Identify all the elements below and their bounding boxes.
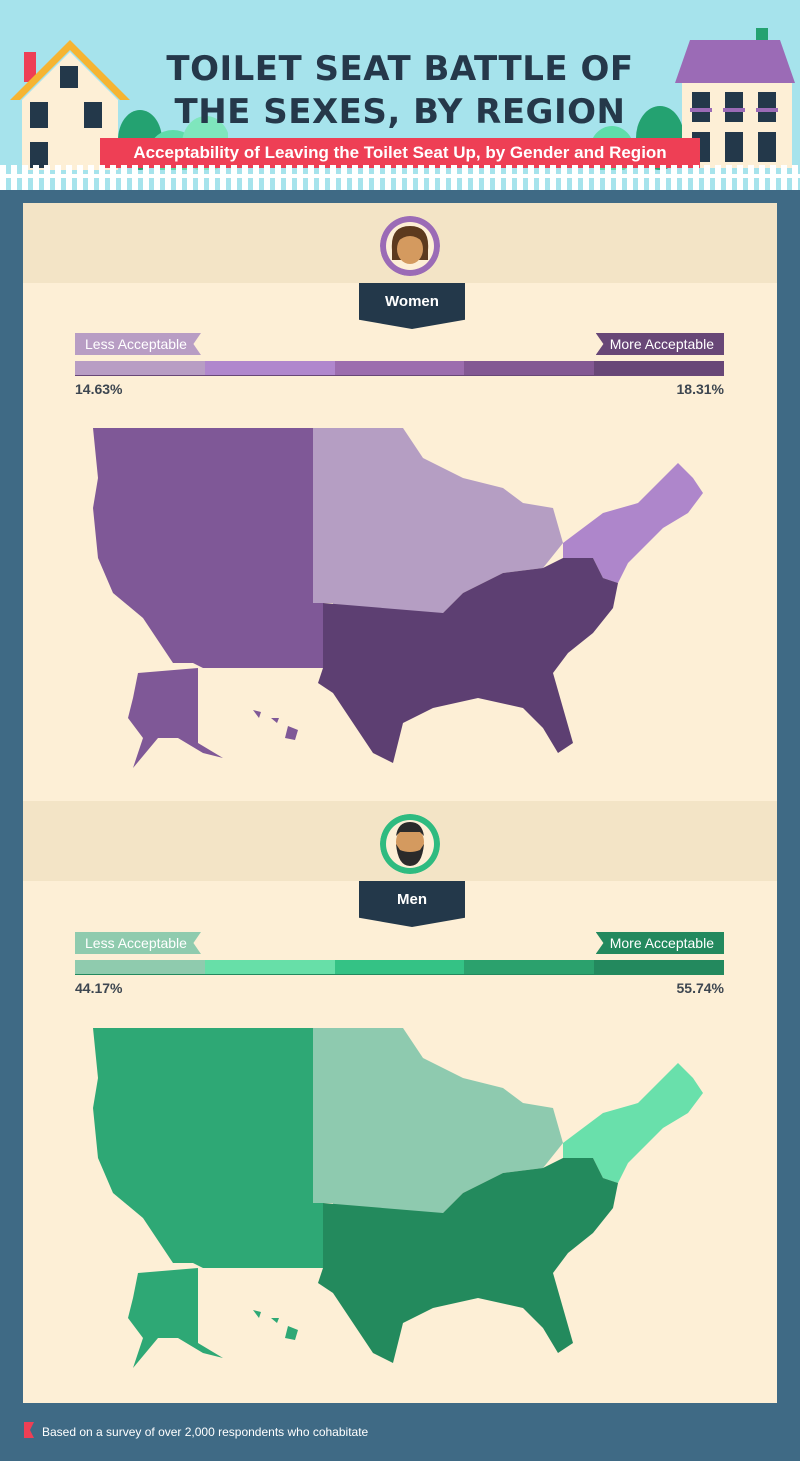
women-min-value: 14.63% <box>75 381 123 397</box>
women-color-scale <box>75 361 724 376</box>
men-scale-step-4 <box>464 960 595 974</box>
men-min-value: 44.17% <box>75 980 123 996</box>
men-scale-step-1 <box>75 960 205 974</box>
men-region-west <box>93 1028 323 1268</box>
men-region-midwest <box>313 1028 563 1213</box>
subtitle: Acceptability of Leaving the Toilet Seat… <box>100 138 700 168</box>
men-label: Men <box>359 881 465 927</box>
women-scale-step-5 <box>594 361 724 375</box>
women-scale-step-1 <box>75 361 205 375</box>
header: TOILET SEAT BATTLE OF THE SEXES, BY REGI… <box>0 0 800 190</box>
women-legend-more: More Acceptable <box>595 333 724 355</box>
women-scale-step-4 <box>464 361 595 375</box>
men-max-value: 55.74% <box>676 980 724 996</box>
women-scale-step-3 <box>334 361 465 375</box>
men-alaska <box>128 1268 223 1368</box>
title-line-2: THE SEXES, BY REGION <box>174 92 626 132</box>
women-max-value: 18.31% <box>676 381 724 397</box>
women-scale-step-2 <box>204 361 335 375</box>
men-color-scale <box>75 960 724 975</box>
house-right-illustration <box>675 28 795 168</box>
men-scale-step-2 <box>204 960 335 974</box>
men-hawaii <box>253 1310 298 1340</box>
women-region-west <box>93 428 323 668</box>
page-title: TOILET SEAT BATTLE OF THE SEXES, BY REGI… <box>0 48 800 134</box>
women-region-midwest <box>313 428 563 613</box>
title-line-1: TOILET SEAT BATTLE OF <box>166 49 634 89</box>
content-panel: Women Less Acceptable More Acceptable 14… <box>23 203 777 1403</box>
women-alaska <box>128 668 223 768</box>
footer-note: Based on a survey of over 2,000 responde… <box>42 1425 369 1439</box>
woman-avatar-icon <box>380 216 440 276</box>
men-scale-step-3 <box>334 960 465 974</box>
women-us-map <box>93 428 703 768</box>
women-label: Women <box>359 283 465 329</box>
house-left-illustration <box>10 40 130 170</box>
women-legend-less: Less Acceptable <box>75 333 201 355</box>
women-region-south <box>318 558 618 763</box>
men-region-south <box>318 1158 618 1363</box>
footer-flag-icon <box>24 1422 34 1438</box>
men-us-map <box>93 1028 703 1368</box>
men-region-northeast <box>563 1063 703 1183</box>
fence-rail <box>0 174 800 178</box>
men-legend-less: Less Acceptable <box>75 932 201 954</box>
women-hawaii <box>253 710 298 740</box>
men-scale-step-5 <box>594 960 724 974</box>
man-avatar-icon <box>380 814 440 874</box>
women-region-northeast <box>563 463 703 583</box>
men-legend-more: More Acceptable <box>595 932 724 954</box>
